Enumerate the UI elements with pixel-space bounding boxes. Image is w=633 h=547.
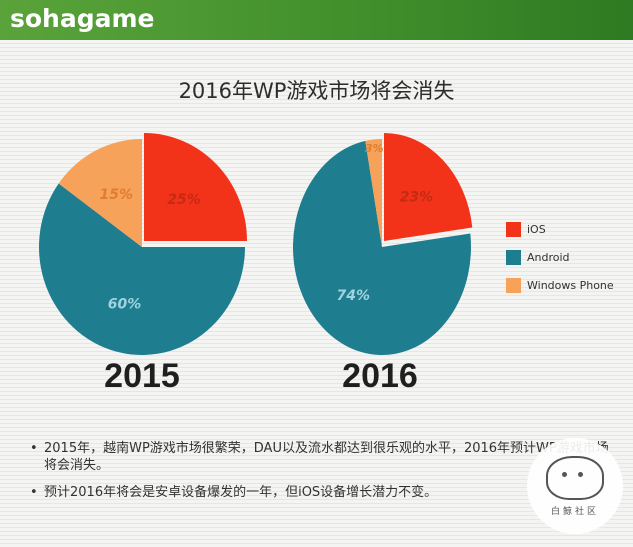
- legend-label-windows-phone: Windows Phone: [527, 278, 614, 292]
- chart-title-2015: 2015: [104, 357, 180, 395]
- bullet-dot-icon: •: [30, 441, 38, 456]
- pie-slice-android-2015: [39, 183, 246, 355]
- legend-item-ios: iOS: [506, 215, 614, 243]
- legend-label-android: Android: [527, 250, 570, 264]
- header-bar: sohagame: [0, 0, 633, 40]
- bullet-item: • 2015年，越南WP游戏市场很繁荣，DAU以及流水都达到很乐观的水平，201…: [30, 440, 620, 474]
- legend: iOS Android Windows Phone: [506, 215, 614, 299]
- legend-swatch-windows-phone: [506, 277, 521, 293]
- pie-slice-ios-2016: [384, 133, 473, 241]
- legend-label-ios: iOS: [527, 222, 546, 236]
- legend-item-windows-phone: Windows Phone: [506, 271, 614, 299]
- watermark-badge: 白鲸社区: [527, 438, 623, 534]
- chart-title-2016: 2016: [342, 357, 418, 395]
- pie-label-android-2016: 74%: [336, 288, 370, 304]
- pie-slice-windows-phone-2015: [58, 139, 142, 247]
- pie-slice-ios-2015: [144, 133, 247, 241]
- sohagame-logo: sohagame: [10, 4, 155, 33]
- pie-label-ios-2016: 23%: [400, 189, 434, 205]
- pie-label-windows-phone-2015: 15%: [100, 187, 134, 203]
- legend-item-android: Android: [506, 243, 614, 271]
- pie-slice-windows-phone-2016: [365, 139, 382, 247]
- bullet-text: 预计2016年将会是安卓设备爆发的一年，但iOS设备增长潜力不变。: [44, 485, 438, 500]
- whale-logo-icon: [546, 455, 604, 500]
- slide-title: 2016年WP游戏市场将会消失: [178, 79, 455, 103]
- watermark-text: 白鲸社区: [550, 506, 599, 517]
- pie-label-windows-phone-2016: 3%: [365, 142, 384, 155]
- bullet-item: • 预计2016年将会是安卓设备爆发的一年，但iOS设备增长潜力不变。: [30, 484, 620, 501]
- bullet-list: • 2015年，越南WP游戏市场很繁荣，DAU以及流水都达到很乐观的水平，201…: [30, 440, 620, 511]
- legend-swatch-android: [506, 249, 521, 265]
- pie-label-ios-2015: 25%: [167, 192, 201, 208]
- bullet-text: 2015年，越南WP游戏市场很繁荣，DAU以及流水都达到很乐观的水平，2016年…: [44, 441, 609, 473]
- pie-slice-android-2016: [293, 140, 472, 355]
- pie-label-android-2015: 60%: [108, 296, 142, 312]
- bullet-dot-icon: •: [30, 485, 38, 500]
- legend-swatch-ios: [506, 221, 521, 237]
